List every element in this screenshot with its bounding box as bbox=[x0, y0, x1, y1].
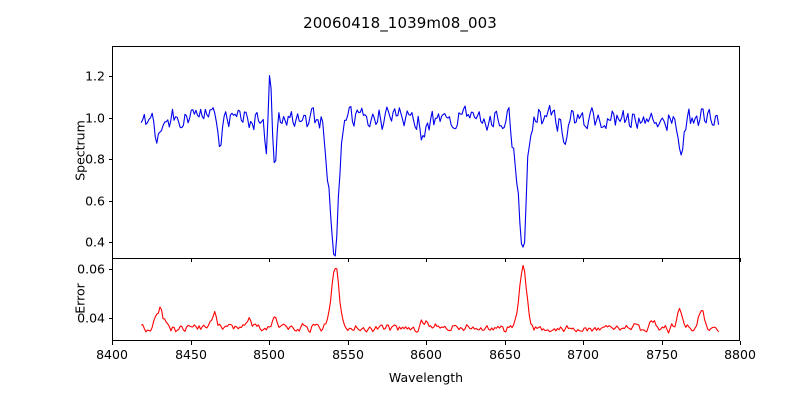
spectrum-xtick bbox=[348, 258, 349, 262]
error-xtick bbox=[269, 341, 270, 345]
spectrum-xtick bbox=[269, 258, 270, 262]
error-xtick-label: 8500 bbox=[253, 347, 285, 362]
error-xtick-label: 8450 bbox=[175, 347, 207, 362]
spectrum-ytick bbox=[108, 76, 112, 77]
error-axis-label: Error bbox=[72, 282, 88, 314]
spectrum-xtick bbox=[505, 258, 506, 262]
error-xtick bbox=[662, 341, 663, 345]
spectrum-xtick bbox=[191, 258, 192, 262]
error-xtick bbox=[426, 341, 427, 345]
error-xtick-label: 8600 bbox=[410, 347, 442, 362]
spectrum-xtick bbox=[662, 258, 663, 262]
error-xtick bbox=[505, 341, 506, 345]
error-ytick-label: 0.06 bbox=[77, 261, 105, 277]
error-xtick bbox=[740, 341, 741, 345]
error-xtick-label: 8700 bbox=[567, 347, 599, 362]
error-xtick-label: 8550 bbox=[332, 347, 364, 362]
error-xtick bbox=[112, 341, 113, 345]
spectrum-ytick-label: 0.8 bbox=[85, 151, 105, 167]
spectrum-ytick bbox=[108, 201, 112, 202]
error-line-series bbox=[113, 259, 739, 340]
spectrum-xtick bbox=[583, 258, 584, 262]
spectrum-xtick bbox=[426, 258, 427, 262]
spectrum-ytick-label: 1.0 bbox=[85, 110, 105, 126]
spectrum-xtick bbox=[740, 258, 741, 262]
page-title: 20060418_1039m08_003 bbox=[303, 14, 497, 32]
wavelength-axis-label: Wavelength bbox=[388, 370, 464, 385]
error-xtick bbox=[583, 341, 584, 345]
error-xtick-label: 8650 bbox=[489, 347, 521, 362]
error-ytick-label: 0.04 bbox=[77, 310, 105, 326]
error-ytick bbox=[108, 318, 112, 319]
error-xtick bbox=[191, 341, 192, 345]
spectrum-axis-label: Spectrum bbox=[72, 120, 88, 181]
error-plot-area bbox=[112, 258, 740, 341]
error-xtick-label: 8400 bbox=[96, 347, 128, 362]
error-xtick bbox=[348, 341, 349, 345]
error-xtick-label: 8750 bbox=[646, 347, 678, 362]
spectrum-plot-area bbox=[112, 46, 740, 258]
spectrum-ytick bbox=[108, 118, 112, 119]
spectrum-ytick bbox=[108, 159, 112, 160]
error-xtick-label: 8800 bbox=[724, 347, 756, 362]
spectrum-ytick-label: 0.6 bbox=[85, 193, 105, 209]
spectrum-xtick bbox=[112, 258, 113, 262]
spectrum-ytick-label: 1.2 bbox=[85, 68, 105, 84]
spectrum-line-series bbox=[113, 47, 739, 258]
spectrum-ytick bbox=[108, 242, 112, 243]
error-ytick bbox=[108, 269, 112, 270]
spectrum-ytick-label: 0.4 bbox=[85, 234, 105, 250]
